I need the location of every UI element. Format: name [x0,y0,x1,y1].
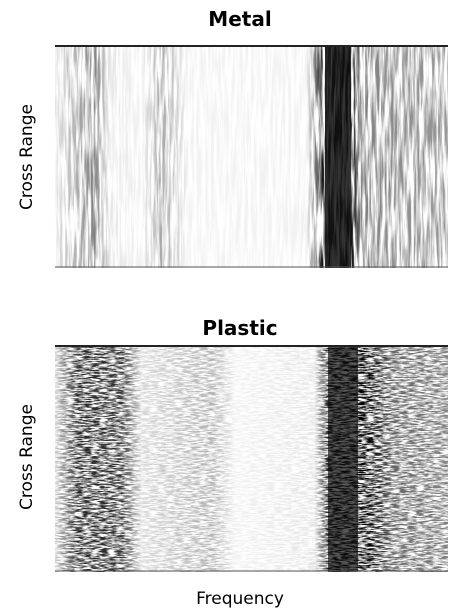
panel-title: Plastic [202,316,277,340]
y-axis-label: Cross Range [17,104,37,210]
image-texture [55,345,448,572]
image-texture [55,45,448,268]
x-axis-label: Frequency [196,589,284,609]
plastic-image [55,345,448,572]
y-axis-label: Cross Range [17,404,37,510]
image-band [325,45,351,268]
image-band [328,345,358,572]
panel-title: Metal [208,7,271,31]
metal-image [55,45,448,268]
